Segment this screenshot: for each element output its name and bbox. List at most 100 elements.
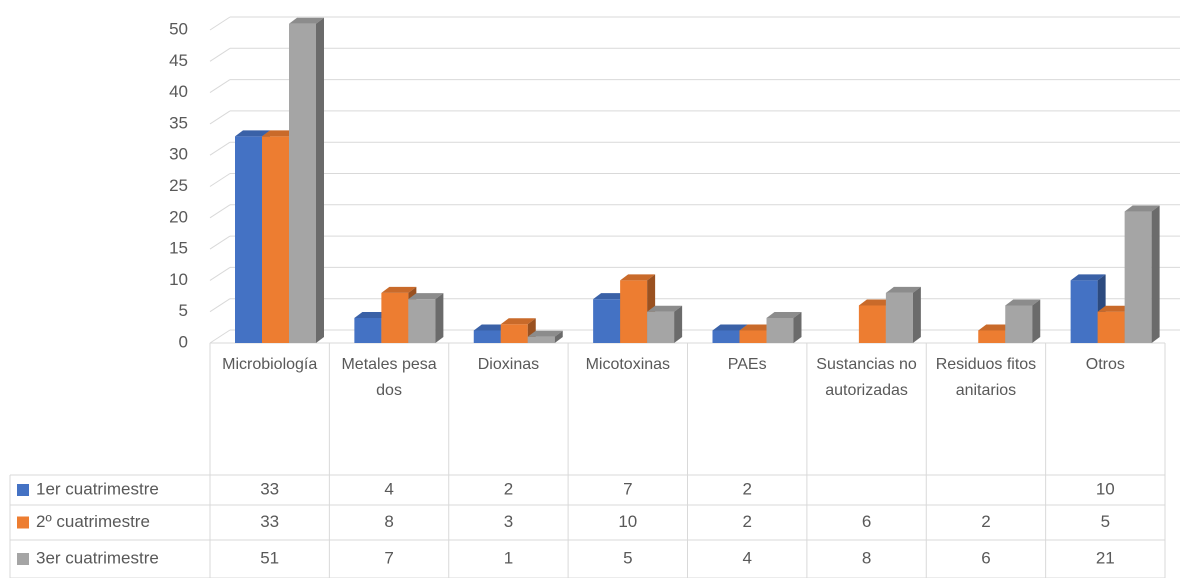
bar-front (1097, 311, 1125, 343)
bar-side (912, 286, 921, 343)
grid-side (209, 329, 231, 344)
bar-front (1070, 280, 1098, 343)
x-tick-label: Microbiología (222, 356, 318, 373)
table-cell: 2 (742, 512, 751, 531)
table-cell: 4 (384, 479, 393, 498)
table-cell: 3 (504, 512, 513, 531)
bar-front (473, 330, 501, 343)
bar-top (620, 274, 656, 281)
x-tick-label: Dioxinas (477, 356, 540, 373)
grid-side (209, 110, 231, 125)
table-cell: 2 (981, 512, 990, 531)
table-cell: 8 (384, 512, 393, 531)
y-tick-label: 35 (169, 113, 188, 132)
table-cell: 4 (742, 548, 751, 567)
bar-side (316, 17, 324, 344)
bar-front (1005, 305, 1033, 343)
bar-front (739, 330, 767, 343)
table-cell: 6 (981, 548, 990, 567)
bar-top (235, 130, 270, 137)
y-tick-label: 5 (179, 301, 188, 320)
bar-front (408, 299, 436, 343)
bar-top (885, 286, 921, 293)
x-tick-label: Residuos fitosanitarios (935, 356, 1037, 399)
legend-label: 3er cuatrimestre (36, 548, 159, 567)
bar (408, 293, 444, 343)
y-tick-label: 45 (169, 51, 188, 70)
bar-front (235, 136, 262, 343)
table-cell: 7 (623, 479, 632, 498)
table-cell: 33 (260, 479, 279, 498)
y-tick-label: 40 (169, 82, 188, 101)
bar-top (647, 305, 683, 312)
bar (885, 286, 921, 343)
bar-front (262, 136, 289, 343)
bar-top (354, 311, 390, 318)
bar-top (739, 324, 775, 331)
table-cell: 2 (742, 479, 751, 498)
bar-front (885, 292, 913, 343)
table-cell: 1 (504, 548, 513, 567)
x-tick-label: Metales pesados (341, 356, 437, 399)
bar-top (262, 130, 297, 137)
bar-top (978, 324, 1014, 331)
bar-top (1070, 274, 1106, 281)
bar-front (858, 305, 886, 343)
bar-top (500, 318, 536, 325)
grid-side (209, 47, 231, 62)
bar-top (408, 293, 444, 300)
bar-side (554, 330, 563, 343)
bar (1124, 205, 1160, 343)
bar (766, 311, 802, 343)
bar-front (712, 330, 740, 343)
bar-top (527, 330, 563, 337)
bar-top (1097, 305, 1133, 312)
table-cell: 5 (1101, 512, 1110, 531)
bar-side (1151, 205, 1160, 343)
bar-front (527, 336, 555, 343)
bar-side (1032, 299, 1041, 343)
table-cell: 51 (260, 548, 279, 567)
table-cell: 2 (504, 479, 513, 498)
y-tick-label: 0 (179, 332, 188, 351)
bar-top (289, 17, 324, 24)
x-tick-label: Micotoxinas (585, 356, 671, 373)
table-cell: 6 (862, 512, 871, 531)
bar (527, 330, 563, 343)
bar-front (381, 292, 409, 343)
bar (1005, 299, 1041, 343)
grid-side (209, 16, 231, 31)
bar-side (674, 305, 683, 343)
grid-side (209, 79, 231, 94)
table-cell: 5 (623, 548, 632, 567)
legend-key (17, 484, 29, 496)
bar-top (858, 299, 894, 306)
bar (647, 305, 683, 343)
bar-front (354, 317, 382, 343)
bar-front (978, 330, 1006, 343)
y-tick-label: 15 (169, 239, 188, 258)
bar-top (593, 293, 629, 300)
grid-side (209, 141, 231, 156)
bar-top (381, 286, 417, 293)
bar-front (766, 317, 794, 343)
x-tick-label: Sustancias no autorizadas (816, 356, 917, 399)
y-tick-label: 30 (169, 145, 188, 164)
table-cell: 7 (384, 548, 393, 567)
bar-front (500, 324, 528, 343)
x-tick-label: PAEs (727, 356, 767, 373)
bar-front (620, 280, 648, 343)
bar-top (766, 311, 802, 318)
y-tick-label: 20 (169, 207, 188, 226)
table-cell: 10 (618, 512, 637, 531)
table-cell: 10 (1096, 479, 1115, 498)
legend-key (17, 553, 29, 565)
x-tick-label: Otros (1085, 356, 1125, 373)
table-cell: 33 (260, 512, 279, 531)
grid-side (209, 266, 231, 281)
bar-top (1124, 205, 1160, 212)
grid-side (209, 173, 231, 187)
bar-side (435, 293, 444, 343)
